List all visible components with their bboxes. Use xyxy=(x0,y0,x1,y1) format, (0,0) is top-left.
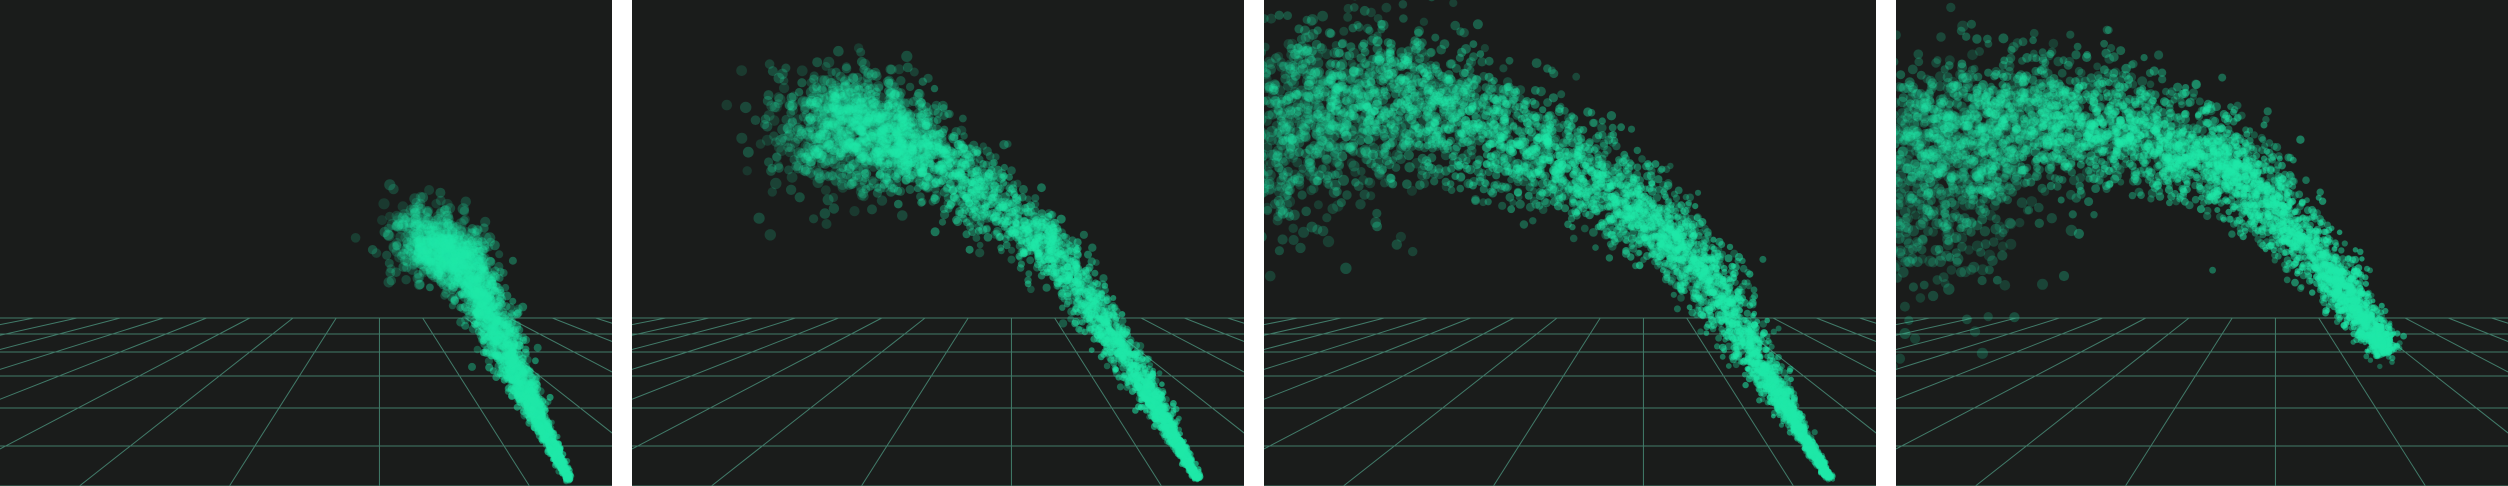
particle-cloud xyxy=(721,43,1204,483)
ground-grid xyxy=(1264,317,1876,486)
frame-panel-4 xyxy=(1896,0,2508,486)
particle-cloud xyxy=(1896,2,2407,371)
particle-cloud xyxy=(350,179,575,485)
particle-render-1 xyxy=(0,0,612,486)
particle-cloud xyxy=(1264,0,1836,483)
frame-panel-2 xyxy=(632,0,1244,486)
particle-render-4 xyxy=(1896,0,2508,486)
particle-render-2 xyxy=(632,0,1244,486)
scene-background xyxy=(0,0,612,486)
ground-grid xyxy=(632,317,1244,486)
frame-panel-1 xyxy=(0,0,612,486)
ground-grid xyxy=(0,317,612,486)
frame-panel-3 xyxy=(1264,0,1876,486)
scene-background xyxy=(1896,0,2508,486)
particle-render-3 xyxy=(1264,0,1876,486)
